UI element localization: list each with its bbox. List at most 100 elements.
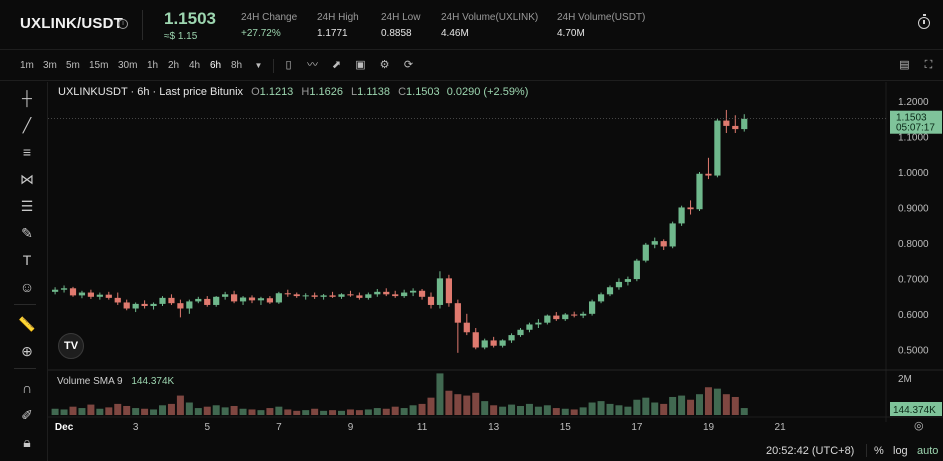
interval-15m[interactable]: 15m (89, 60, 109, 71)
candle-body (535, 322, 542, 325)
volume-bar (508, 404, 516, 415)
template-icon[interactable]: ▣ (355, 59, 366, 71)
stat-24h-high: 24H High 1.1771 (317, 12, 359, 39)
zoom-in-icon[interactable]: ⊕ (21, 343, 33, 359)
interval-3m[interactable]: 3m (43, 60, 57, 71)
candle-body (544, 315, 551, 323)
volume-bar (248, 409, 256, 415)
last-price-label: 1.1503 (896, 113, 927, 124)
lock-icon[interactable]: 🔒︎ (23, 434, 31, 450)
magnet-icon[interactable]: ∩ (21, 380, 33, 396)
volume-bar (669, 396, 677, 415)
interval-dropdown-chevron-icon[interactable]: ▼ (254, 61, 263, 70)
volume-bar (427, 397, 435, 415)
layout-icon[interactable]: ▤ (899, 59, 910, 71)
interval-5m[interactable]: 5m (66, 60, 80, 71)
candle-body (374, 291, 381, 295)
lock-drawing-icon[interactable]: ✐ (21, 407, 33, 423)
volume-bar (400, 408, 408, 415)
volume-bar (141, 408, 149, 415)
pattern-icon[interactable]: ⋈ (20, 171, 34, 187)
tradingview-logo[interactable]: TV (58, 333, 84, 359)
candle-body (114, 297, 121, 303)
crosshair-icon[interactable]: ┼ (22, 90, 32, 106)
compare-icon[interactable]: ⬈ (331, 59, 342, 71)
candle-type-icon[interactable]: ▯ (285, 59, 292, 71)
info-icon[interactable]: i (118, 19, 128, 29)
candle-body (222, 294, 229, 297)
y-tick-label: 1.2000 (898, 97, 929, 108)
volume-legend: Volume SMA 9 144.374K (57, 376, 174, 387)
header-divider (142, 10, 143, 40)
interval-2h[interactable]: 2h (168, 60, 180, 71)
candle-body (186, 301, 193, 309)
volume-bar (633, 399, 641, 415)
auto-toggle[interactable]: auto (917, 445, 939, 457)
volume-bar (382, 408, 390, 415)
candle-body (472, 332, 479, 348)
interval-6h[interactable]: 6h (210, 60, 222, 71)
candle-body (499, 340, 506, 346)
volume-bar (159, 405, 166, 415)
timer-icon[interactable] (918, 14, 930, 29)
candle-body (141, 303, 148, 307)
symbol-title[interactable]: UXLINK/USDT (20, 15, 124, 32)
fullscreen-icon[interactable]: ⛶ (924, 59, 933, 71)
ruler-icon[interactable]: 📏 (18, 316, 36, 332)
candle-body (392, 294, 399, 297)
legend-title: UXLINKUSDT · 6h · Last price Bitunix (58, 86, 244, 98)
candle-body (454, 303, 461, 323)
clock: 20:52:42 (UTC+8) (766, 445, 855, 457)
volume-bar (373, 408, 381, 415)
candle-body (78, 292, 86, 296)
volume-bar (167, 403, 175, 415)
interval-8h[interactable]: 8h (231, 60, 243, 71)
candle-body (445, 278, 452, 304)
axis-settings-icon[interactable]: ◎ (914, 419, 924, 432)
stat-24h-change: 24H Change +27.72% (241, 12, 297, 39)
volume-bar (257, 410, 265, 415)
volume-bar (69, 406, 77, 415)
candle-body (741, 118, 748, 130)
volume-bar (275, 406, 283, 415)
interval-30m[interactable]: 30m (118, 60, 138, 71)
y-tick-label: 0.6000 (898, 310, 929, 321)
volume-bar (463, 395, 471, 415)
candle-body (687, 207, 694, 210)
volume-bar (132, 408, 140, 415)
volume-bar (704, 387, 712, 415)
text-tool-icon[interactable]: T (22, 252, 32, 268)
volume-bar (552, 408, 560, 415)
volume-bar (123, 405, 131, 415)
reset-icon[interactable]: ⟳ (403, 59, 414, 71)
x-tick-label: 3 (133, 422, 139, 433)
interval-1m[interactable]: 1m (20, 60, 34, 71)
candle-body (732, 125, 739, 130)
trend-line-icon[interactable]: ╱ (22, 117, 32, 133)
horizontal-lines-icon[interactable]: ≡ (22, 144, 32, 160)
legend-close: 1.1503 (406, 86, 440, 98)
log-toggle[interactable]: log (893, 445, 908, 457)
volume-bar (391, 406, 399, 415)
volume-bar (51, 408, 59, 415)
emoji-icon[interactable]: ☺ (19, 279, 35, 295)
interval-4h[interactable]: 4h (189, 60, 201, 71)
volume-legend-title: Volume SMA 9 (57, 376, 123, 387)
volume-bar (687, 399, 695, 415)
volume-bar (239, 408, 247, 415)
brush-icon[interactable]: ✎ (21, 225, 33, 241)
interval-1h[interactable]: 1h (147, 60, 159, 71)
volume-bar (150, 409, 158, 415)
candle-body (553, 315, 560, 320)
volume-bar (481, 401, 489, 415)
y-tick-label: 1.0000 (898, 168, 929, 179)
candle-body (606, 287, 614, 295)
price-chart[interactable]: 1.2000 1.1000 1.0000 0.9000 0.8000 0.7000 0.60… (48, 82, 943, 441)
settings-gear-icon[interactable]: ⚙ (379, 59, 390, 71)
legend-low-label: L (351, 86, 358, 98)
fib-icon[interactable]: ☰ (20, 198, 34, 214)
indicator-icon[interactable]: 〰 (307, 59, 318, 71)
candle-body (410, 290, 417, 293)
candle-body (633, 260, 640, 280)
percent-toggle[interactable]: % (874, 445, 884, 457)
